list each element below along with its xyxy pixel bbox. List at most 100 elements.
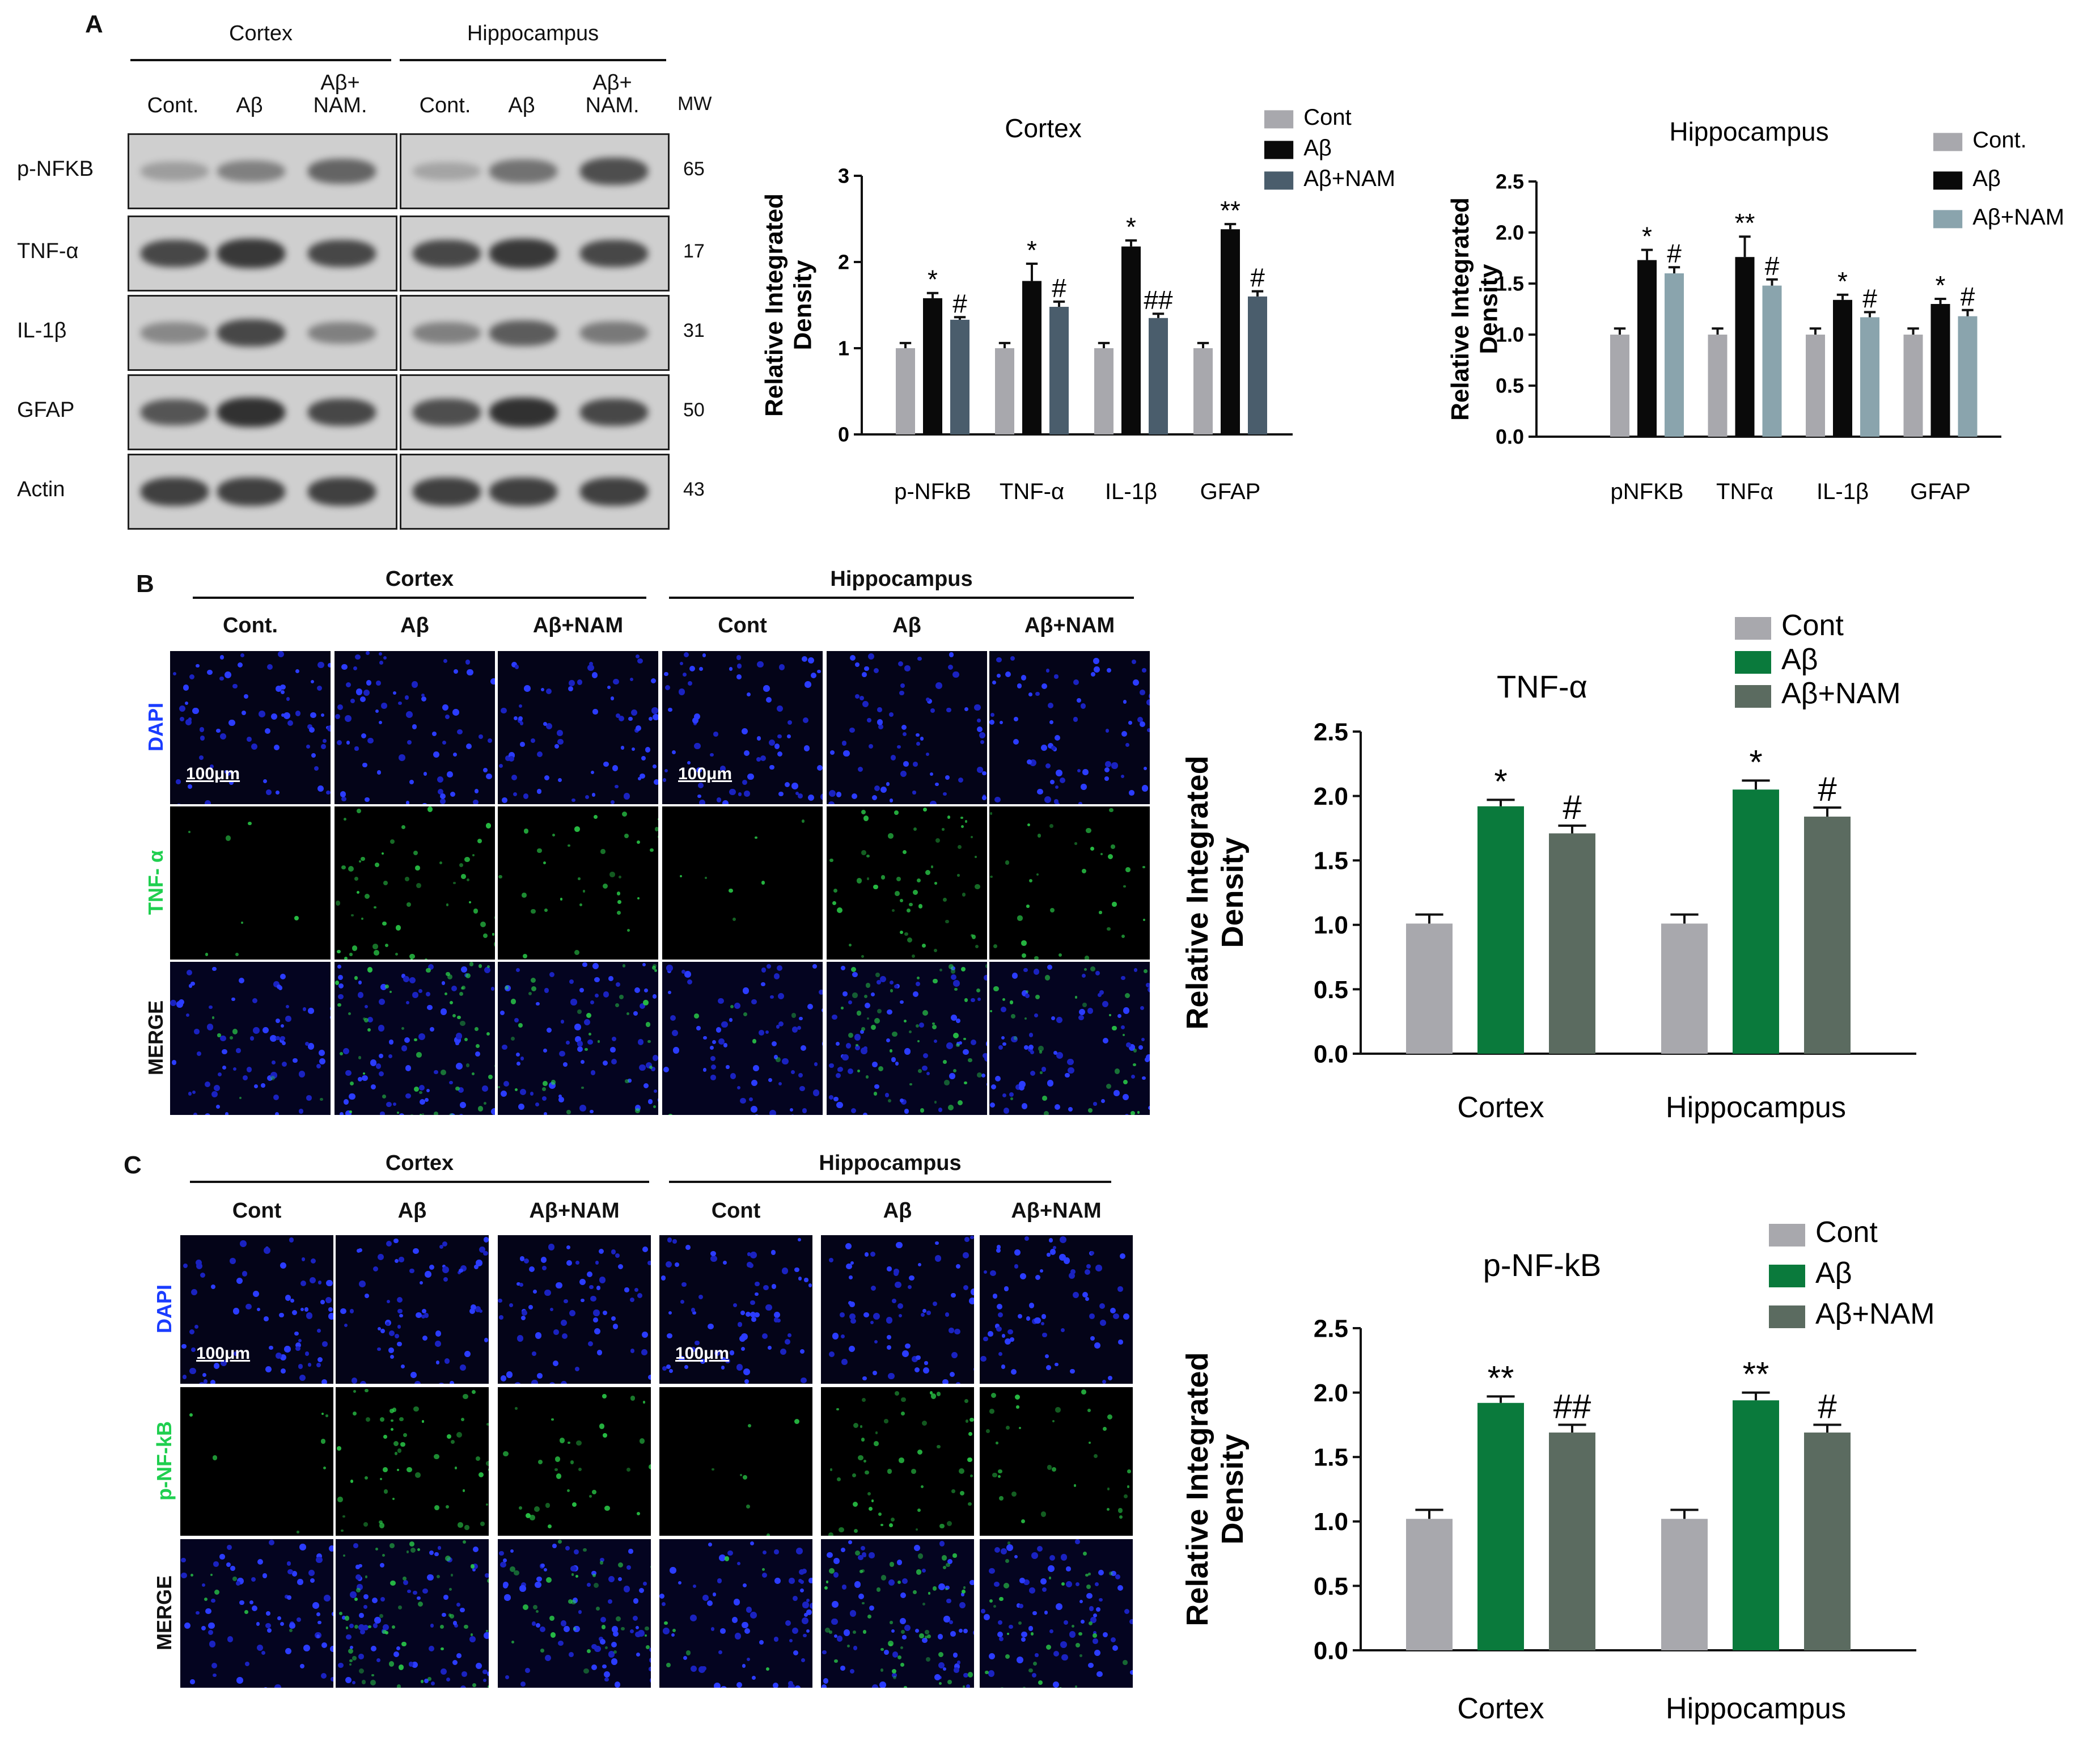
- wb-lane-label-line2: Cont.: [147, 94, 199, 117]
- if-signal-dot: [930, 1393, 937, 1399]
- if-nucleus-dot: [770, 1250, 776, 1255]
- if-nucleus-dot: [919, 1023, 924, 1028]
- if-signal-dot: [733, 917, 736, 921]
- if-signal-dot: [952, 1033, 959, 1038]
- wb-band: [413, 239, 481, 268]
- if-nucleus-dot: [553, 1360, 559, 1366]
- if-nucleus-dot: [833, 1558, 840, 1564]
- if-signal-dot: [848, 1033, 853, 1038]
- if-nucleus-dot: [199, 727, 205, 732]
- if-nucleus-dot: [190, 1679, 195, 1684]
- if-nucleus-dot: [501, 707, 507, 714]
- bar: [1708, 335, 1728, 437]
- if-nucleus-dot: [983, 1336, 988, 1342]
- legend-label: Cont.: [1972, 128, 2027, 153]
- if-nucleus-dot: [279, 1312, 284, 1318]
- if-nucleus-dot: [642, 1247, 648, 1252]
- if-image-cell: [336, 1235, 489, 1384]
- if-nucleus-dot: [871, 992, 875, 997]
- if-nucleus-dot: [327, 662, 331, 667]
- if-nucleus-dot: [639, 1064, 646, 1071]
- if-nucleus-dot: [942, 1667, 947, 1671]
- if-nucleus-dot: [281, 1368, 286, 1374]
- if-nucleus-dot: [652, 1055, 658, 1061]
- if-nucleus-dot: [785, 1620, 791, 1626]
- if-signal-dot: [374, 862, 379, 867]
- if-nucleus-dot: [1132, 659, 1137, 664]
- if-nucleus-dot: [455, 1041, 459, 1046]
- if-image-cell: [336, 1539, 489, 1688]
- if-nucleus-dot: [1041, 1587, 1047, 1592]
- if-nucleus-dot: [959, 1629, 963, 1633]
- if-nucleus-dot: [828, 1095, 834, 1100]
- if-nucleus-dot: [586, 1271, 592, 1277]
- if-signal-dot: [478, 964, 482, 968]
- if-nucleus-dot: [1061, 1654, 1068, 1661]
- if-nucleus-dot: [831, 1014, 837, 1020]
- if-nucleus-dot: [1102, 1632, 1108, 1637]
- if-nucleus-dot: [535, 1332, 542, 1339]
- if-nucleus-dot: [741, 728, 748, 735]
- if-nucleus-dot: [841, 1585, 847, 1590]
- if-nucleus-dot: [394, 1259, 399, 1264]
- if-signal-dot: [437, 1575, 441, 1579]
- if-nucleus-dot: [710, 1627, 715, 1632]
- if-nucleus-dot: [294, 1331, 299, 1336]
- if-nucleus-dot: [702, 653, 706, 657]
- if-nucleus-dot: [742, 1621, 748, 1628]
- bar: [1549, 1433, 1595, 1650]
- if-signal-dot: [1123, 885, 1126, 888]
- if-nucleus-dot: [773, 1636, 779, 1642]
- if-signal-dot: [834, 1659, 838, 1663]
- if-nucleus-dot: [628, 1079, 632, 1083]
- if-nucleus-dot: [519, 1585, 526, 1592]
- if-nucleus-dot: [554, 744, 559, 749]
- if-signal-dot: [409, 1114, 415, 1115]
- if-nucleus-dot: [717, 1578, 722, 1583]
- if-signal-dot: [928, 1592, 931, 1595]
- if-signal-dot: [439, 861, 443, 865]
- if-nucleus-dot: [354, 654, 361, 660]
- if-signal-dot: [861, 1569, 865, 1573]
- if-nucleus-dot: [277, 1616, 281, 1620]
- if-image-cell: [180, 1539, 333, 1688]
- if-column-title: Cont: [232, 1199, 282, 1223]
- if-nucleus-dot: [751, 1316, 756, 1322]
- if-nucleus-dot: [990, 713, 994, 717]
- if-signal-dot: [925, 869, 930, 875]
- if-nucleus-dot: [592, 1317, 598, 1323]
- if-signal-dot: [824, 1586, 828, 1590]
- if-signal-dot: [464, 1525, 469, 1530]
- if-nucleus-dot: [729, 788, 736, 796]
- if-signal-dot: [870, 1025, 876, 1030]
- if-nucleus-dot: [751, 999, 757, 1005]
- wb-band: [217, 319, 285, 347]
- if-nucleus-dot: [1141, 1076, 1146, 1080]
- wb-band: [413, 162, 481, 181]
- if-signal-dot: [498, 874, 502, 879]
- if-signal-dot: [1021, 940, 1027, 946]
- if-nucleus-dot: [536, 751, 543, 758]
- if-nucleus-dot: [994, 1324, 1000, 1329]
- if-nucleus-dot: [442, 740, 447, 745]
- if-nucleus-dot: [577, 1041, 583, 1047]
- if-nucleus-dot: [483, 1236, 489, 1243]
- if-nucleus-dot: [316, 1329, 321, 1333]
- if-signal-dot: [410, 1548, 416, 1553]
- if-nucleus-dot: [914, 1367, 920, 1373]
- if-signal-dot: [477, 838, 482, 844]
- if-nucleus-dot: [339, 1112, 344, 1115]
- if-nucleus-dot: [418, 989, 423, 994]
- if-nucleus-dot: [771, 1284, 777, 1289]
- if-nucleus-dot: [1017, 1657, 1024, 1663]
- if-nucleus-dot: [734, 1633, 741, 1640]
- if-nucleus-dot: [183, 1263, 188, 1268]
- if-nucleus-dot: [170, 1000, 177, 1006]
- if-nucleus-dot: [365, 651, 370, 656]
- if-nucleus-dot: [280, 974, 286, 980]
- if-signal-dot: [621, 1626, 625, 1631]
- if-nucleus-dot: [761, 967, 767, 973]
- if-nucleus-dot: [283, 712, 290, 720]
- if-signal-dot: [921, 1420, 928, 1426]
- if-nucleus-dot: [328, 1307, 333, 1312]
